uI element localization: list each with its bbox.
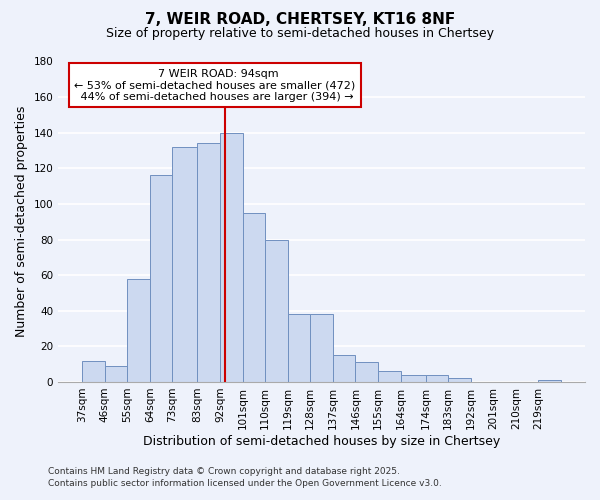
- Y-axis label: Number of semi-detached properties: Number of semi-detached properties: [15, 106, 28, 338]
- Bar: [104, 366, 127, 382]
- Bar: [333, 356, 355, 382]
- Bar: [425, 375, 448, 382]
- Text: 7, WEIR ROAD, CHERTSEY, KT16 8NF: 7, WEIR ROAD, CHERTSEY, KT16 8NF: [145, 12, 455, 28]
- Bar: [310, 314, 333, 382]
- Bar: [127, 278, 150, 382]
- Bar: [401, 375, 425, 382]
- Bar: [288, 314, 310, 382]
- Bar: [378, 372, 401, 382]
- Text: Contains HM Land Registry data © Crown copyright and database right 2025.
Contai: Contains HM Land Registry data © Crown c…: [48, 466, 442, 487]
- Bar: [355, 362, 378, 382]
- Bar: [150, 176, 172, 382]
- Bar: [172, 147, 197, 382]
- Bar: [265, 240, 288, 382]
- Bar: [82, 360, 104, 382]
- Bar: [220, 132, 242, 382]
- Bar: [197, 144, 220, 382]
- Bar: [538, 380, 561, 382]
- X-axis label: Distribution of semi-detached houses by size in Chertsey: Distribution of semi-detached houses by …: [143, 434, 500, 448]
- Text: 7 WEIR ROAD: 94sqm
← 53% of semi-detached houses are smaller (472)
 44% of semi-: 7 WEIR ROAD: 94sqm ← 53% of semi-detache…: [74, 68, 356, 102]
- Bar: [448, 378, 471, 382]
- Bar: [242, 213, 265, 382]
- Text: Size of property relative to semi-detached houses in Chertsey: Size of property relative to semi-detach…: [106, 28, 494, 40]
